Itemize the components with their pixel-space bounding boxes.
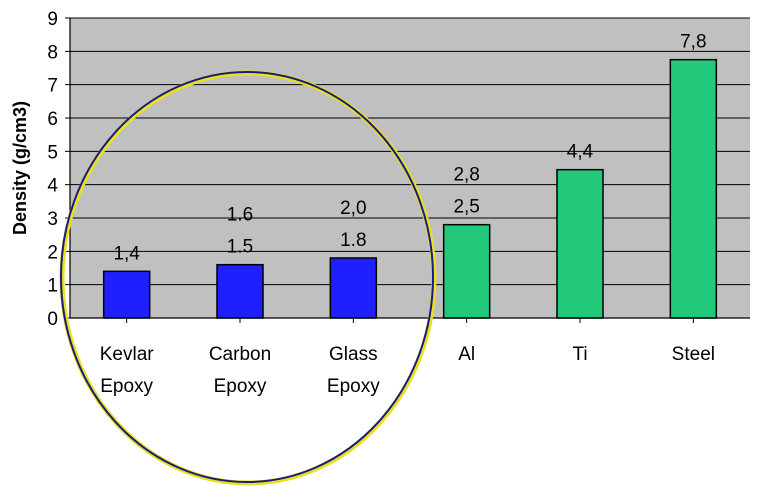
x-category-label: Al — [458, 344, 475, 365]
x-category-label: Steel — [672, 344, 715, 365]
bar — [102, 270, 151, 319]
bar — [556, 168, 604, 319]
y-tick-label: 0 — [47, 309, 58, 330]
data-label: 1.8 — [340, 230, 366, 251]
y-tick-label: 9 — [47, 9, 58, 30]
data-label: 2,5 — [453, 197, 479, 218]
bar — [442, 223, 491, 319]
plot-area — [70, 18, 750, 318]
data-labels: 1,4 1.6 1.5 2,0 1.8 2,8 2,5 4,4 7,8 — [113, 32, 706, 265]
y-tick-label: 8 — [47, 42, 58, 63]
bar — [669, 58, 718, 319]
y-tick-label: 2 — [47, 242, 58, 263]
y-tick-label: 7 — [47, 76, 58, 97]
y-tick-labels: 0 1 2 3 4 5 6 7 8 9 — [47, 9, 58, 330]
y-tick-label: 5 — [47, 142, 58, 163]
data-label: 2,0 — [340, 198, 366, 219]
y-tick-label: 4 — [47, 176, 58, 197]
x-category-label: Epoxy — [214, 376, 267, 397]
y-tick-label: 6 — [47, 109, 58, 130]
data-label: 4,4 — [567, 142, 594, 163]
x-category-label: Epoxy — [327, 376, 380, 397]
data-label: 1.5 — [227, 237, 253, 258]
y-tick-label: 1 — [47, 276, 58, 297]
x-category-labels: Kevlar Epoxy Carbon Epoxy Glass Epoxy Al Ti Stee… — [100, 344, 715, 397]
data-label: 1,4 — [113, 243, 140, 264]
composites-highlight-circle — [60, 71, 434, 483]
x-category-label: Ti — [572, 344, 587, 365]
x-category-label: Kevlar — [100, 344, 155, 365]
bar — [329, 257, 378, 319]
x-category-label: Glass — [329, 344, 378, 365]
data-label: 2,8 — [453, 165, 479, 186]
data-label: 1.6 — [227, 205, 253, 226]
data-label: 7,8 — [680, 32, 706, 53]
x-category-label: Carbon — [209, 344, 271, 365]
x-category-label: Epoxy — [100, 376, 153, 397]
y-axis-label: Density (g/cm3) — [10, 101, 30, 235]
bars — [102, 58, 718, 323]
bar — [216, 263, 264, 319]
y-tick-label: 3 — [47, 209, 58, 230]
